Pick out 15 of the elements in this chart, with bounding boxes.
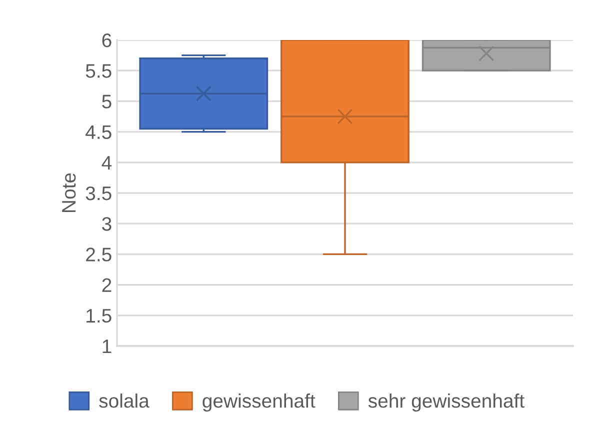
y-axis-title: Note bbox=[62, 173, 76, 212]
legend-label: gewissenhaft bbox=[202, 393, 316, 412]
legend-label: solala bbox=[99, 393, 150, 408]
y-tick-label: 5 bbox=[102, 94, 112, 108]
y-tick-label: 2.5 bbox=[86, 248, 112, 262]
y-tick-label: 4.5 bbox=[86, 125, 112, 140]
y-tick-label: 1 bbox=[102, 340, 112, 354]
y-tick-label: 6 bbox=[102, 33, 112, 48]
legend-label: sehr gewissenhaft bbox=[368, 393, 524, 412]
y-tick-label: 2 bbox=[102, 278, 112, 292]
y-tick-label: 1.5 bbox=[86, 309, 112, 323]
y-tick-label: 3 bbox=[102, 217, 112, 231]
y-tick-label: 3.5 bbox=[86, 186, 112, 200]
y-tick-label: 4 bbox=[102, 156, 112, 170]
y-tick-label: 5.5 bbox=[86, 64, 112, 78]
